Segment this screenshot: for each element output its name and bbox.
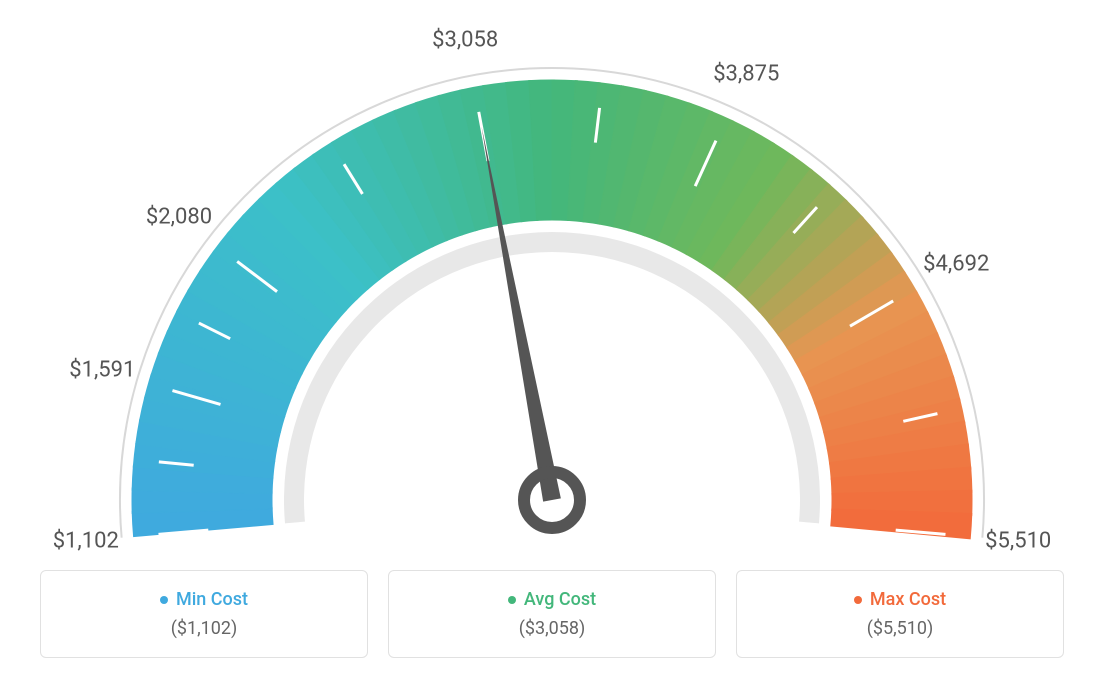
avg-cost-card: Avg Cost ($3,058) [388,570,716,658]
max-cost-card: Max Cost ($5,510) [736,570,1064,658]
min-cost-title: Min Cost [51,589,357,610]
min-cost-card: Min Cost ($1,102) [40,570,368,658]
gauge-tick-label: $3,058 [432,28,498,53]
avg-cost-value: ($3,058) [399,618,705,639]
avg-cost-title: Avg Cost [399,589,705,610]
max-cost-title: Max Cost [747,589,1053,610]
max-label: Max Cost [870,589,946,610]
gauge-tick-label: $1,102 [53,528,119,553]
min-label: Min Cost [176,589,248,610]
avg-label: Avg Cost [524,589,596,610]
gauge-tick-label: $5,510 [985,528,1051,553]
min-cost-value: ($1,102) [51,618,357,639]
gauge-tick-label: $4,692 [923,252,989,277]
summary-cards: Min Cost ($1,102) Avg Cost ($3,058) Max … [0,570,1104,658]
gauge-tick-label: $1,591 [69,358,135,383]
gauge-tick-label: $2,080 [146,205,212,230]
max-cost-value: ($5,510) [747,618,1053,639]
max-dot-icon [854,596,862,604]
gauge-svg [0,0,1104,560]
avg-dot-icon [508,596,516,604]
min-dot-icon [160,596,168,604]
gauge-tick-label: $3,875 [713,62,779,87]
gauge-chart: $1,102 $1,591 $2,080 $3,058 $3,875 $4,692 $5,5… [0,0,1104,560]
